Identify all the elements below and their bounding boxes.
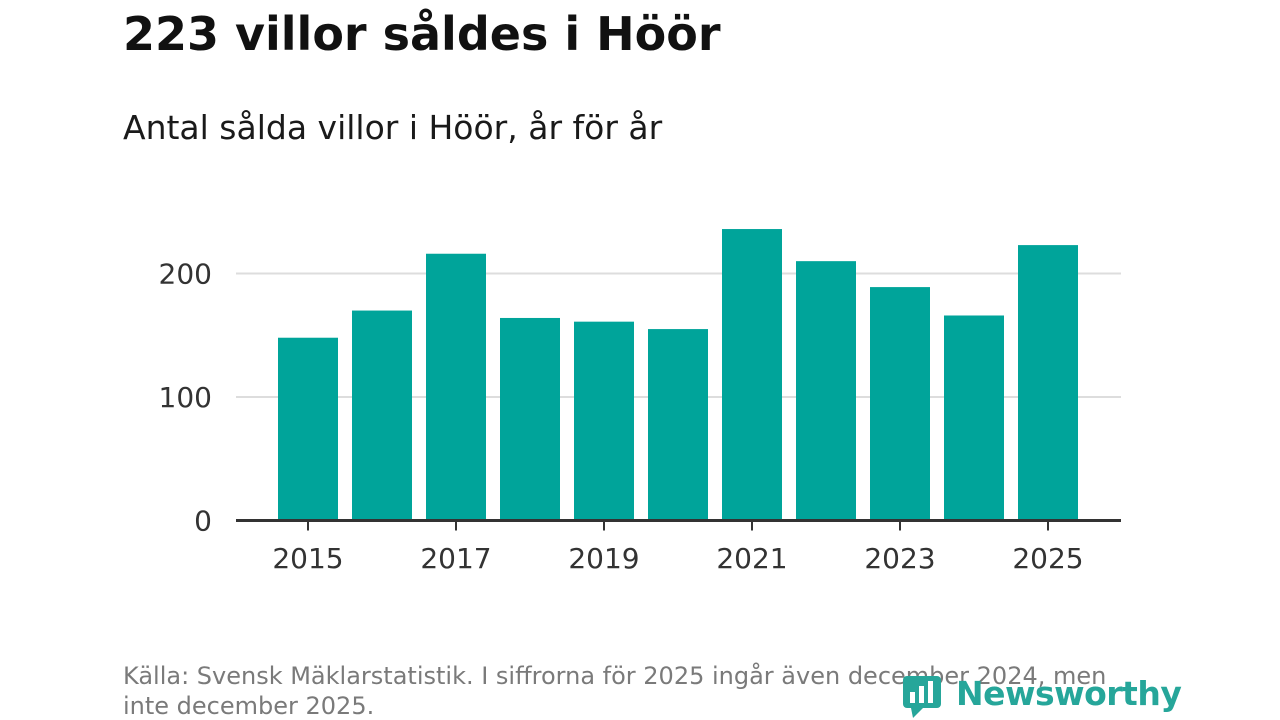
y-tick-label: 100 — [159, 381, 212, 414]
bar-2022 — [796, 261, 856, 521]
bar-2019 — [574, 321, 634, 521]
bar-chart: 0 100 200 2015 2017 2019 2021 2023 2025 — [159, 229, 1121, 575]
y-tick-label: 200 — [159, 258, 212, 291]
newsworthy-logo: Newsworthy — [903, 668, 1182, 718]
newsworthy-logo-icon — [903, 676, 941, 718]
bars — [278, 229, 1078, 521]
x-tick-label: 2015 — [272, 542, 343, 575]
bar-2024 — [944, 315, 1004, 521]
bar-2020 — [648, 329, 708, 521]
x-tick-label: 2021 — [716, 542, 787, 575]
x-tick-label: 2025 — [1012, 542, 1083, 575]
bar-2018 — [500, 317, 560, 521]
x-tick-label: 2017 — [420, 542, 491, 575]
brand-name: Newsworthy — [956, 673, 1182, 713]
chart-title: 223 villor såldes i Höör — [123, 7, 721, 61]
axes: 0 100 200 2015 2017 2019 2021 2023 2025 — [159, 258, 1121, 575]
y-tick-label: 0 — [194, 505, 212, 538]
bar-2016 — [352, 310, 412, 521]
bar-2017 — [426, 253, 486, 521]
bar-2025 — [1018, 245, 1078, 521]
source-note: Källa: Svensk Mäklarstatistik. I siffror… — [123, 662, 1107, 720]
bar-2015 — [278, 337, 338, 521]
chart-subtitle: Antal sålda villor i Höör, år för år — [123, 108, 663, 147]
bar-2023 — [870, 287, 930, 521]
x-tick-label: 2019 — [568, 542, 639, 575]
bar-2021 — [722, 229, 782, 521]
x-tick-label: 2023 — [864, 542, 935, 575]
